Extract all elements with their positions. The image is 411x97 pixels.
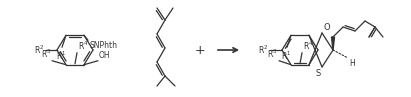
Text: O: O xyxy=(323,23,330,32)
Text: SNPhth: SNPhth xyxy=(89,41,117,50)
Text: R$^1$: R$^1$ xyxy=(281,49,291,62)
Text: R$^3$: R$^3$ xyxy=(41,47,51,60)
Text: S: S xyxy=(316,69,321,78)
Text: +: + xyxy=(195,43,206,56)
Text: H: H xyxy=(349,59,355,68)
Polygon shape xyxy=(332,37,335,50)
Text: OH: OH xyxy=(99,51,111,60)
Text: R$^1$: R$^1$ xyxy=(56,49,66,62)
Text: R$^4$: R$^4$ xyxy=(78,39,88,52)
Text: R$^4$: R$^4$ xyxy=(303,39,314,52)
Text: R$^2$: R$^2$ xyxy=(258,44,268,56)
Text: R$^3$: R$^3$ xyxy=(267,47,277,60)
Text: R$^2$: R$^2$ xyxy=(34,44,44,56)
